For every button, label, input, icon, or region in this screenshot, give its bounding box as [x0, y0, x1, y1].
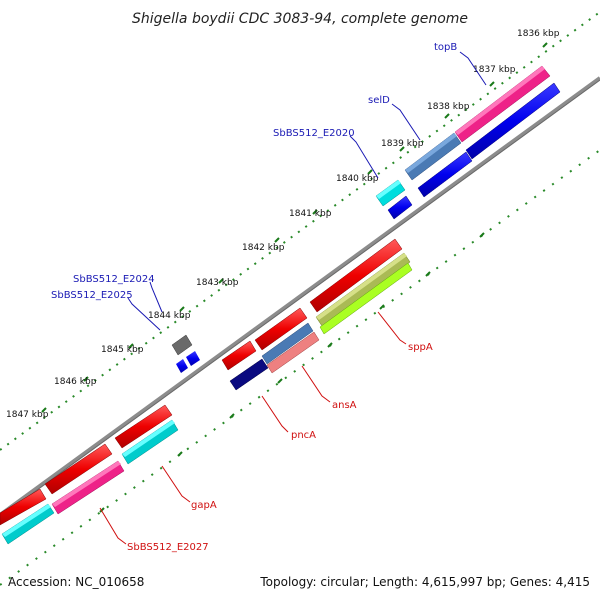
gene-feature[interactable] — [114, 404, 173, 449]
gene-feature[interactable] — [44, 443, 113, 495]
tick-label: 1838 kbp — [427, 102, 470, 112]
gene-label-selD[interactable]: selD — [368, 95, 390, 106]
reverse-features — [0, 238, 413, 545]
gene-feature[interactable] — [186, 351, 200, 366]
gene-feature[interactable] — [319, 262, 413, 335]
gene-feature[interactable] — [229, 358, 269, 391]
tick-label: 1836 kbp — [517, 29, 560, 39]
tick-label: 1843 kbp — [196, 278, 239, 288]
gene-feature[interactable] — [375, 179, 406, 207]
forward-features — [171, 65, 561, 373]
topology-text: Topology: circular; Length: 4,615,997 bp… — [259, 575, 590, 589]
tick-label: 1839 kbp — [381, 139, 424, 149]
map-title: Shigella boydii CDC 3083-94, complete ge… — [132, 11, 468, 27]
accession-text: Accession: NC_010658 — [8, 575, 144, 589]
outer-major-ticks — [41, 42, 548, 413]
gene-feature[interactable] — [261, 322, 314, 365]
gene-label-SbBS512_E2024[interactable]: SbBS512_E2024 — [73, 274, 155, 285]
gene-feature[interactable] — [465, 82, 561, 160]
gene-feature[interactable] — [221, 340, 257, 371]
tick-label: 1841 kbp — [289, 209, 332, 219]
tick-label: 1842 kbp — [242, 243, 285, 253]
gene-label-gapA[interactable]: gapA — [191, 500, 217, 511]
gene-feature[interactable] — [309, 238, 403, 313]
tick-label: 1837 kbp — [473, 65, 516, 75]
gene-feature[interactable] — [254, 307, 308, 351]
gene-label-SbBS512_E2020[interactable]: SbBS512_E2020 — [273, 128, 355, 139]
gene-label-topB[interactable]: topB — [434, 42, 457, 53]
gene-feature[interactable] — [266, 331, 320, 374]
tick-label: 1840 kbp — [336, 174, 379, 184]
gene-label-SbBS512_E2027[interactable]: SbBS512_E2027 — [127, 542, 209, 553]
gene-feature[interactable] — [171, 334, 193, 356]
gene-feature[interactable] — [404, 132, 462, 181]
genome-backbone — [0, 76, 600, 517]
tick-label: 1845 kbp — [101, 345, 144, 355]
gene-feature[interactable] — [387, 195, 413, 220]
tick-label: 1846 kbp — [54, 377, 97, 387]
gene-label-SbBS512_E2025[interactable]: SbBS512_E2025 — [51, 290, 133, 301]
gene-feature[interactable] — [417, 151, 473, 198]
tick-label: 1847 kbp — [6, 410, 49, 420]
gene-feature[interactable] — [176, 359, 188, 373]
inner-scale — [0, 149, 600, 586]
gene-feature[interactable] — [0, 488, 47, 526]
tick-label: 1844 kbp — [148, 311, 191, 321]
gene-label-ansA[interactable]: ansA — [332, 400, 357, 411]
label-leaders — [99, 51, 487, 545]
gene-label-sppA[interactable]: sppA — [408, 342, 433, 353]
inner-major-ticks — [99, 232, 485, 513]
gene-label-pncA[interactable]: pncA — [291, 430, 316, 441]
